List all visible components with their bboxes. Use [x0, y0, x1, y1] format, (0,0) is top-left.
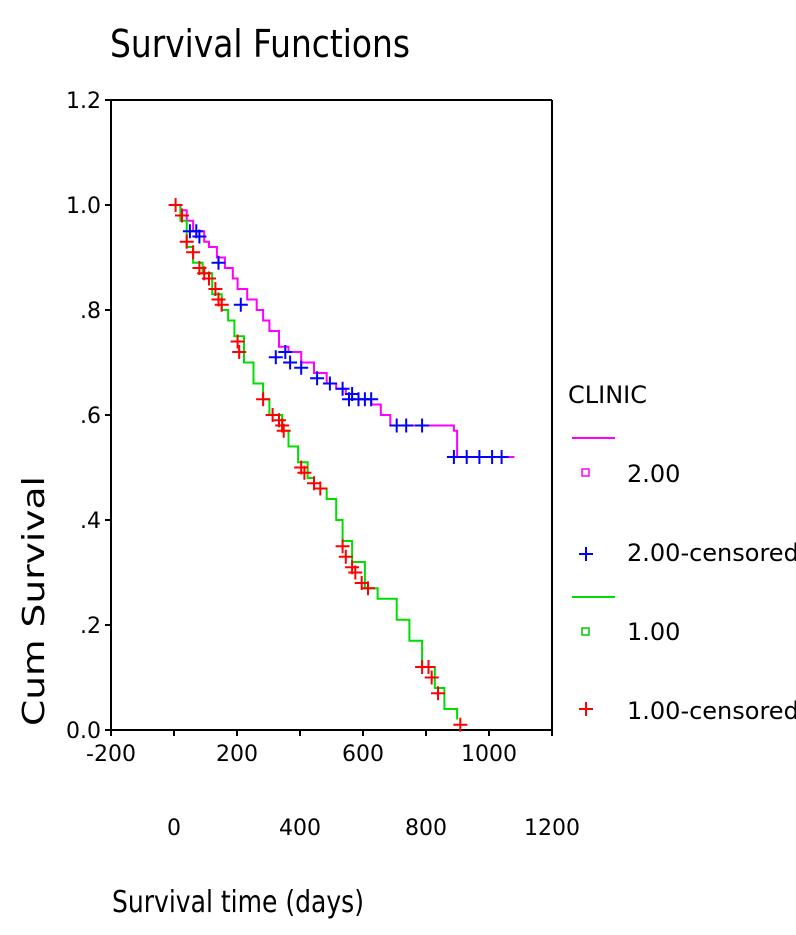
censored-marker-clinic2	[399, 418, 414, 433]
censored-marker-clinic2	[494, 450, 509, 464]
legend-marker-clinic2	[581, 468, 590, 477]
x-tick-label: 200	[216, 742, 258, 767]
censored-marker-clinic2	[268, 350, 283, 365]
censored-marker-clinic2	[459, 450, 474, 464]
x-tick-label: 1000	[461, 742, 517, 767]
legend: CLINIC 2.00 2.00-censored 1.00 1.00-cens…	[568, 381, 796, 725]
censored-marker-clinic2	[211, 255, 226, 270]
y-tick-label: .8	[80, 299, 101, 324]
x-axis-label: Survival time (days)	[112, 885, 364, 920]
series-line-clinic2	[174, 204, 515, 458]
x-tick-label: 400	[279, 816, 321, 841]
y-tick-label: .2	[80, 614, 101, 639]
censored-marker-clinic1	[335, 539, 350, 554]
censored-marker-clinic1	[214, 297, 229, 312]
plot-area	[110, 99, 553, 731]
y-tick-label: 1.2	[66, 89, 101, 114]
legend-marker-clinic2-censored	[579, 547, 593, 561]
censored-marker-clinic2	[322, 376, 337, 391]
censored-marker-clinic1	[230, 334, 245, 349]
x-tick-label: 1200	[524, 816, 580, 841]
censored-marker-clinic1	[186, 245, 201, 260]
censored-marker-clinic1	[297, 465, 312, 480]
chart-title: Survival Functions	[110, 22, 410, 66]
censored-marker-clinic1	[232, 345, 247, 359]
censored-marker-clinic1	[348, 565, 363, 580]
series-layer	[168, 198, 515, 732]
legend-marker-clinic1	[581, 627, 590, 636]
legend-label-clinic1: 1.00	[627, 618, 680, 646]
legend-marker-clinic1-censored	[579, 702, 593, 716]
y-axis-label: Cum Survival	[17, 476, 52, 726]
censored-marker-clinic1	[313, 481, 328, 496]
x-tick-label: 600	[342, 742, 384, 767]
censored-marker-clinic1	[421, 660, 436, 674]
censored-marker-clinic1	[453, 717, 468, 732]
y-tick-label: 1.0	[66, 194, 101, 219]
x-tick-label: 800	[405, 816, 447, 841]
censored-marker-clinic1	[431, 686, 445, 701]
censored-marker-clinic1	[256, 392, 271, 407]
censored-marker-clinic2	[278, 345, 293, 359]
x-ticks: -200 200 600 1000 0 400 800 1200	[86, 730, 580, 841]
legend-title: CLINIC	[568, 381, 647, 409]
y-tick-label: .4	[80, 509, 101, 534]
censored-marker-clinic2	[233, 297, 248, 312]
censored-marker-clinic1	[276, 423, 291, 438]
censored-marker-clinic2	[472, 450, 487, 464]
censored-marker-clinic2	[294, 360, 309, 375]
censored-marker-clinic2	[283, 355, 298, 370]
y-tick-label: .6	[80, 404, 101, 429]
x-tick-label: 0	[167, 816, 181, 841]
censored-marker-clinic2	[335, 381, 350, 396]
censored-marker-clinic1	[168, 198, 183, 212]
censored-marker-clinic2	[415, 418, 430, 433]
censored-marker-clinic1	[202, 271, 216, 286]
x-tick-label: -200	[86, 742, 136, 767]
censored-marker-clinic1	[424, 670, 439, 685]
censored-marker-clinic1	[208, 282, 223, 296]
censored-marker-clinic2	[364, 392, 379, 407]
censored-marker-clinic1	[179, 234, 194, 249]
censored-marker-clinic1	[175, 208, 189, 223]
legend-label-clinic2-censored: 2.00-censored	[627, 539, 796, 567]
series-line-clinic1	[174, 204, 459, 720]
censored-marker-clinic1	[361, 581, 375, 596]
censored-marker-clinic1	[338, 549, 353, 564]
censored-marker-clinic2	[446, 450, 461, 464]
y-tick-label: 0.0	[66, 719, 101, 744]
censored-marker-clinic2	[192, 229, 207, 244]
censored-marker-clinic2	[310, 371, 325, 386]
y-ticks: 0.0 .2 .4 .6 .8 1.0 1.2	[66, 89, 111, 744]
legend-label-clinic1-censored: 1.00-censored	[627, 697, 796, 725]
legend-label-clinic2: 2.00	[627, 460, 680, 488]
